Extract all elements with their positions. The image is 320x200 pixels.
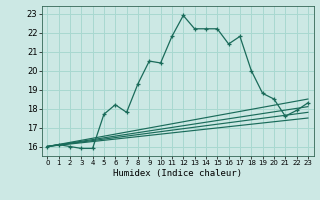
X-axis label: Humidex (Indice chaleur): Humidex (Indice chaleur): [113, 169, 242, 178]
